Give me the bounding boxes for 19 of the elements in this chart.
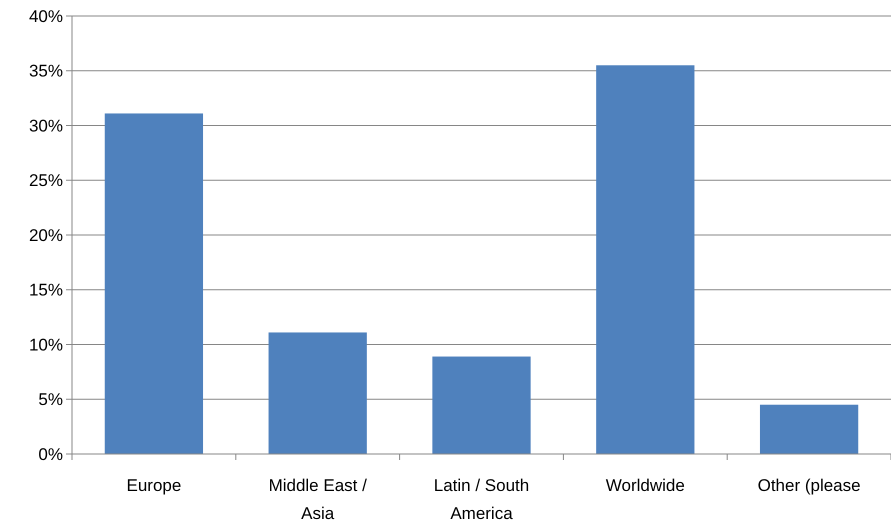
x-tick-label: Worldwide <box>606 476 685 495</box>
x-tick-label: Middle East / Asia <box>268 476 368 523</box>
y-tick-label: 25% <box>28 171 63 190</box>
y-tick-label: 40% <box>28 6 63 26</box>
x-tick-label: Other (please <box>758 476 861 495</box>
bar <box>596 65 694 454</box>
y-tick-label: 5% <box>38 390 63 410</box>
bar <box>432 356 531 454</box>
x-tick-label: Latin / South America <box>434 476 530 523</box>
y-tick-label: 35% <box>28 62 63 81</box>
y-tick-label: 30% <box>28 116 63 136</box>
bar <box>268 332 367 454</box>
y-tick-label: 0% <box>38 444 63 464</box>
y-tick-label: 10% <box>28 335 63 354</box>
y-tick-label: 15% <box>28 280 63 300</box>
x-tick-label: Europe <box>126 476 182 495</box>
y-tick-label: 20% <box>28 226 63 245</box>
bar <box>760 404 858 454</box>
bar <box>104 113 204 454</box>
